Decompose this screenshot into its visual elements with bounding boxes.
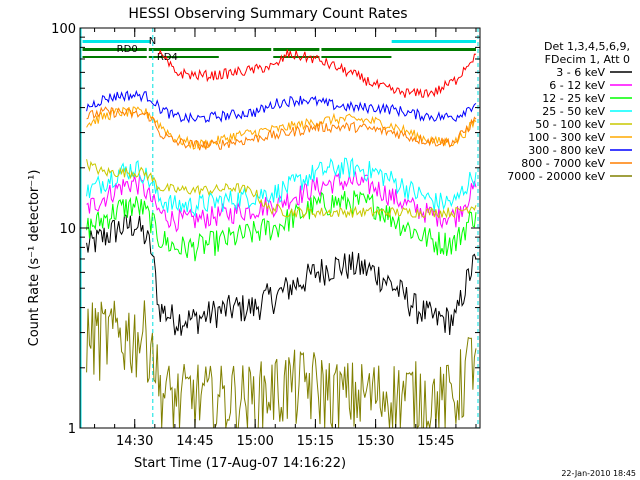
series-line — [86, 300, 477, 430]
legend-entry-label: 100 - 300 keV — [528, 131, 605, 144]
rd0-flag-bar — [82, 40, 151, 43]
series-line — [86, 157, 477, 218]
y-axis-label: Count Rate (s⁻¹ detector⁻¹) — [27, 170, 42, 347]
series-line — [86, 106, 477, 150]
legend-header: FDecim 1, Att 0 — [545, 53, 630, 66]
rd4-flag-bar — [273, 56, 320, 58]
rd4-flag-bar — [321, 48, 476, 51]
x-tick-label: 14:45 — [176, 434, 213, 449]
legend-entry-label: 12 - 25 keV — [542, 92, 605, 105]
legend: Det 1,3,4,5,6,9,FDecim 1, Att 03 - 6 keV… — [507, 40, 632, 183]
flag-label: RD4 — [157, 52, 178, 63]
rd0-flag-bar — [391, 40, 476, 43]
series-line — [86, 89, 477, 124]
flag-label: N — [149, 36, 156, 47]
x-axis-label: Start Time (17-Aug-07 14:16:22) — [134, 456, 346, 471]
legend-entry-label: 3 - 6 keV — [556, 66, 605, 79]
x-tick-label: 15:45 — [417, 434, 454, 449]
series-line — [86, 106, 477, 151]
flag-label: RD0 — [117, 44, 138, 55]
axes-layer: 1 10 100 14:30 14:45 15:00 15:15 15:30 15:45 — [51, 22, 481, 449]
series-line — [86, 159, 477, 219]
rd4-flag-bar — [321, 56, 392, 58]
legend-header: Det 1,3,4,5,6,9, — [544, 40, 630, 53]
y-tick-label: 10 — [59, 222, 76, 237]
x-tick-label: 15:30 — [357, 434, 394, 449]
legend-entry-label: 800 - 7000 keV — [521, 157, 605, 170]
x-tick-label: 15:15 — [297, 434, 334, 449]
y-tick-label: 1 — [68, 422, 76, 437]
rd4-flag-bar — [82, 48, 147, 51]
rd4-flag-bar — [273, 48, 320, 51]
legend-entry-label: 7000 - 20000 keV — [507, 170, 605, 183]
rd4-flag-bar — [82, 56, 147, 58]
x-tick-label: 14:30 — [116, 434, 153, 449]
legend-entry-label: 25 - 50 keV — [542, 105, 605, 118]
legend-entry-label: 50 - 100 keV — [535, 118, 605, 131]
y-tick-label: 100 — [51, 22, 76, 37]
plot-frame — [79, 27, 481, 429]
series-layer — [86, 49, 477, 430]
chart-title: HESSI Observing Summary Count Rates — [128, 6, 407, 22]
legend-entry-label: 6 - 12 keV — [549, 79, 605, 92]
legend-entry-label: 300 - 800 keV — [528, 144, 605, 157]
x-tick-label: 15:00 — [236, 434, 273, 449]
series-line — [86, 213, 477, 336]
series-line — [86, 170, 477, 233]
rd4-flag-bar — [148, 48, 272, 51]
series-line — [158, 49, 477, 99]
rd4-flag-bar — [148, 56, 219, 58]
series-line — [86, 190, 477, 262]
footer-timestamp: 22-Jan-2010 18:45 — [561, 469, 636, 478]
